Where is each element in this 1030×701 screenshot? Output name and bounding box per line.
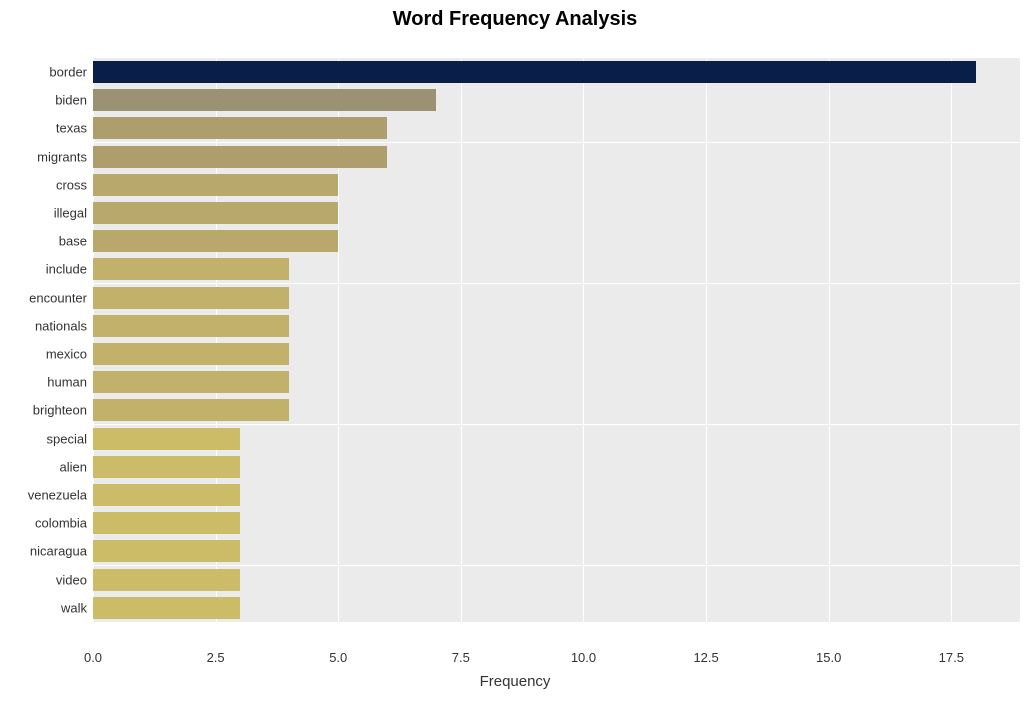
bar: [93, 399, 289, 421]
grid-line: [93, 58, 94, 622]
y-axis-label: brighteon: [33, 403, 87, 418]
y-axis-label: alien: [60, 459, 87, 474]
bar: [93, 174, 338, 196]
grid-line: [829, 58, 830, 622]
y-axis-label: nationals: [35, 318, 87, 333]
bar: [93, 315, 289, 337]
grid-line: [951, 58, 952, 622]
bar: [93, 61, 976, 83]
y-axis-label: special: [47, 431, 87, 446]
bar: [93, 89, 436, 111]
bar: [93, 428, 240, 450]
bar: [93, 569, 240, 591]
y-axis-label: cross: [56, 177, 87, 192]
y-axis-label: texas: [56, 121, 87, 136]
grid-line: [706, 58, 707, 622]
bar: [93, 343, 289, 365]
grid-line: [583, 58, 584, 622]
y-axis-label: mexico: [46, 347, 87, 362]
chart-title: Word Frequency Analysis: [0, 8, 1030, 31]
x-tick-label: 0.0: [84, 650, 102, 665]
plot-area: [93, 40, 1020, 638]
bar: [93, 258, 289, 280]
grid-line: [461, 58, 462, 622]
bar: [93, 597, 240, 619]
y-axis-label: illegal: [54, 206, 87, 221]
y-axis-label: biden: [55, 93, 87, 108]
bar: [93, 371, 289, 393]
y-axis-label: video: [56, 572, 87, 587]
y-axis-label: colombia: [35, 516, 87, 531]
y-axis-label: migrants: [37, 149, 87, 164]
x-tick-label: 2.5: [207, 650, 225, 665]
bar: [93, 146, 387, 168]
x-tick-label: 12.5: [693, 650, 718, 665]
chart-container: Word Frequency Analysis Frequency border…: [0, 0, 1030, 701]
y-axis-label: human: [47, 375, 87, 390]
y-axis-label: base: [59, 234, 87, 249]
bar: [93, 287, 289, 309]
bar: [93, 456, 240, 478]
bar: [93, 512, 240, 534]
x-axis-title: Frequency: [0, 673, 1030, 690]
bar: [93, 117, 387, 139]
y-axis-label: nicaragua: [30, 544, 87, 559]
grid-line: [338, 58, 339, 622]
bar: [93, 484, 240, 506]
y-axis-label: border: [49, 65, 87, 80]
y-axis-label: walk: [61, 600, 87, 615]
x-tick-label: 5.0: [329, 650, 347, 665]
y-axis-label: include: [46, 262, 87, 277]
y-axis-label: encounter: [29, 290, 87, 305]
bar: [93, 540, 240, 562]
grid-line: [216, 58, 217, 622]
x-tick-label: 7.5: [452, 650, 470, 665]
bar: [93, 230, 338, 252]
bar: [93, 202, 338, 224]
x-tick-label: 17.5: [939, 650, 964, 665]
x-tick-label: 10.0: [571, 650, 596, 665]
x-tick-label: 15.0: [816, 650, 841, 665]
y-axis-label: venezuela: [28, 488, 87, 503]
